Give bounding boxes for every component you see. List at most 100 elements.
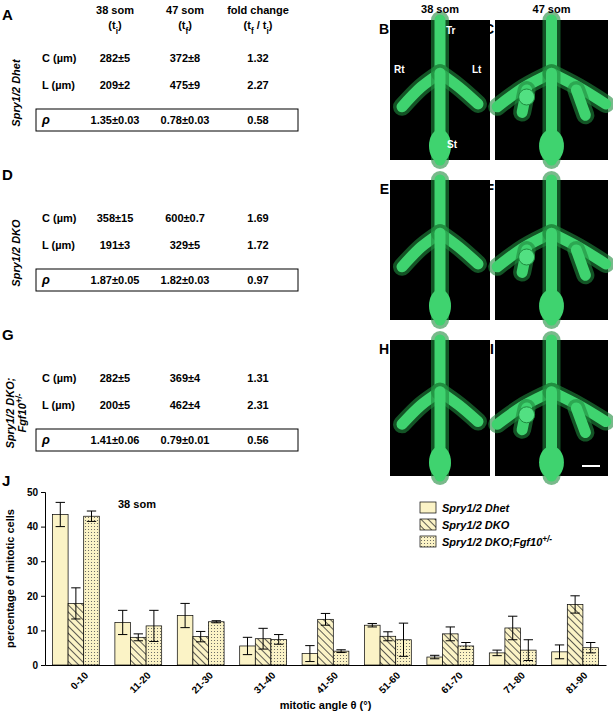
cell: 2.31 — [247, 399, 268, 411]
tick: 81-90 — [564, 665, 590, 696]
error-cap — [212, 622, 221, 623]
bar — [380, 636, 396, 665]
tissue-glow — [576, 250, 585, 275]
legend-label: Spry1/2 Dhet — [442, 502, 511, 514]
row-label: C (µm) — [42, 212, 77, 224]
error-bar — [403, 623, 404, 656]
tick: 21-30 — [189, 665, 215, 696]
row-box — [36, 269, 298, 291]
cell: 1.69 — [247, 212, 268, 224]
error-cap — [71, 587, 80, 588]
tick: 31-40 — [252, 665, 278, 696]
tick-label: 10 — [27, 625, 39, 636]
column-title: 47 som — [166, 4, 204, 16]
image-header: 38 som — [421, 3, 459, 15]
error-cap — [461, 649, 470, 650]
error-cap — [87, 521, 96, 522]
legend-item: Spry1/2 Dhet — [420, 502, 511, 514]
column-title: 38 som — [96, 4, 134, 16]
cell: 369±4 — [170, 372, 201, 384]
plot-area — [52, 502, 598, 665]
error-cap — [524, 660, 533, 661]
column-subtitle: (ti) — [108, 19, 122, 36]
tick: 50 — [27, 487, 45, 498]
row-label: ρ — [41, 432, 50, 447]
genotype: Fgf10+/- — [15, 393, 29, 432]
error-cap — [570, 613, 579, 614]
legend-label: Spry1/2 DKO — [442, 519, 510, 531]
error-cap — [196, 641, 205, 642]
tick-label: 11-20 — [127, 669, 153, 695]
tick-label: 31-40 — [252, 669, 278, 695]
tick-label: 40 — [27, 521, 39, 532]
error-cap — [430, 655, 439, 656]
tissue — [576, 250, 585, 275]
error-cap — [305, 645, 314, 646]
bar — [130, 637, 146, 665]
x-axis-title: mitotic angle θ (°) — [280, 699, 372, 711]
error-cap — [383, 631, 392, 632]
cell: 475±9 — [170, 79, 201, 91]
error-bar — [372, 623, 373, 626]
legend-label: Spry1/2 DKO;Fgf10+/- — [442, 534, 552, 548]
cell: 1.82±0.03 — [161, 274, 210, 286]
y-axis: 01020304050 — [27, 487, 46, 671]
error-cap — [430, 658, 439, 659]
image-label: Rt — [394, 64, 405, 75]
error-cap — [570, 595, 579, 596]
error-cap — [180, 603, 189, 604]
tick-label: 0 — [32, 660, 38, 671]
cell: 209±2 — [100, 79, 131, 91]
text-part: ) — [118, 19, 122, 31]
error-bar — [263, 628, 264, 649]
error-bar — [575, 596, 576, 613]
tick-label: 50 — [27, 487, 39, 498]
error-bar — [590, 643, 591, 653]
cell: 1.72 — [247, 239, 268, 251]
error-cap — [56, 502, 65, 503]
row-label: C (µm) — [42, 372, 77, 384]
micrograph: BTrRtLtSt — [390, 20, 490, 163]
figure: 38 som(ti)47 som(tf)fold change(tf / ti)… — [0, 0, 613, 715]
row-label: ρ — [41, 112, 50, 127]
error-cap — [368, 623, 377, 624]
bar — [567, 604, 583, 665]
tick-label: 81-90 — [564, 669, 590, 695]
tick: 61-70 — [439, 665, 465, 696]
error-bar — [75, 588, 76, 619]
micrograph: H — [390, 340, 490, 479]
tick-label: 51-60 — [377, 669, 403, 695]
tick-mark — [41, 665, 45, 666]
error-cap — [149, 610, 158, 611]
error-cap — [243, 654, 252, 655]
error-cap — [446, 640, 455, 641]
tissue — [429, 446, 451, 479]
bar — [84, 516, 100, 665]
error-cap — [492, 650, 501, 651]
legend-swatch — [420, 536, 436, 547]
image-label: St — [447, 139, 458, 150]
bar — [365, 625, 381, 665]
bar — [208, 622, 224, 665]
column-subtitle: (tf) — [178, 19, 192, 36]
tissue-bud — [519, 407, 535, 423]
error-cap — [321, 625, 330, 626]
image-label: Tr — [446, 25, 456, 36]
cell: 0.56 — [247, 434, 268, 446]
error-cap — [508, 616, 517, 617]
text-part: ) — [269, 19, 273, 31]
error-cap — [134, 633, 143, 634]
tick-label: 21-30 — [189, 669, 215, 695]
error-cap — [212, 620, 221, 621]
tick: 11-20 — [127, 665, 153, 695]
error-bar — [434, 655, 435, 658]
bar — [318, 619, 334, 665]
tick-label: 30 — [27, 556, 39, 567]
cell: 0.78±0.03 — [161, 114, 210, 126]
error-cap — [258, 628, 267, 629]
error-bar — [200, 631, 201, 641]
error-cap — [180, 627, 189, 628]
tissue-glow — [576, 90, 585, 115]
column-subtitle: (tf / ti) — [244, 19, 273, 36]
cell: 191±3 — [100, 239, 131, 251]
